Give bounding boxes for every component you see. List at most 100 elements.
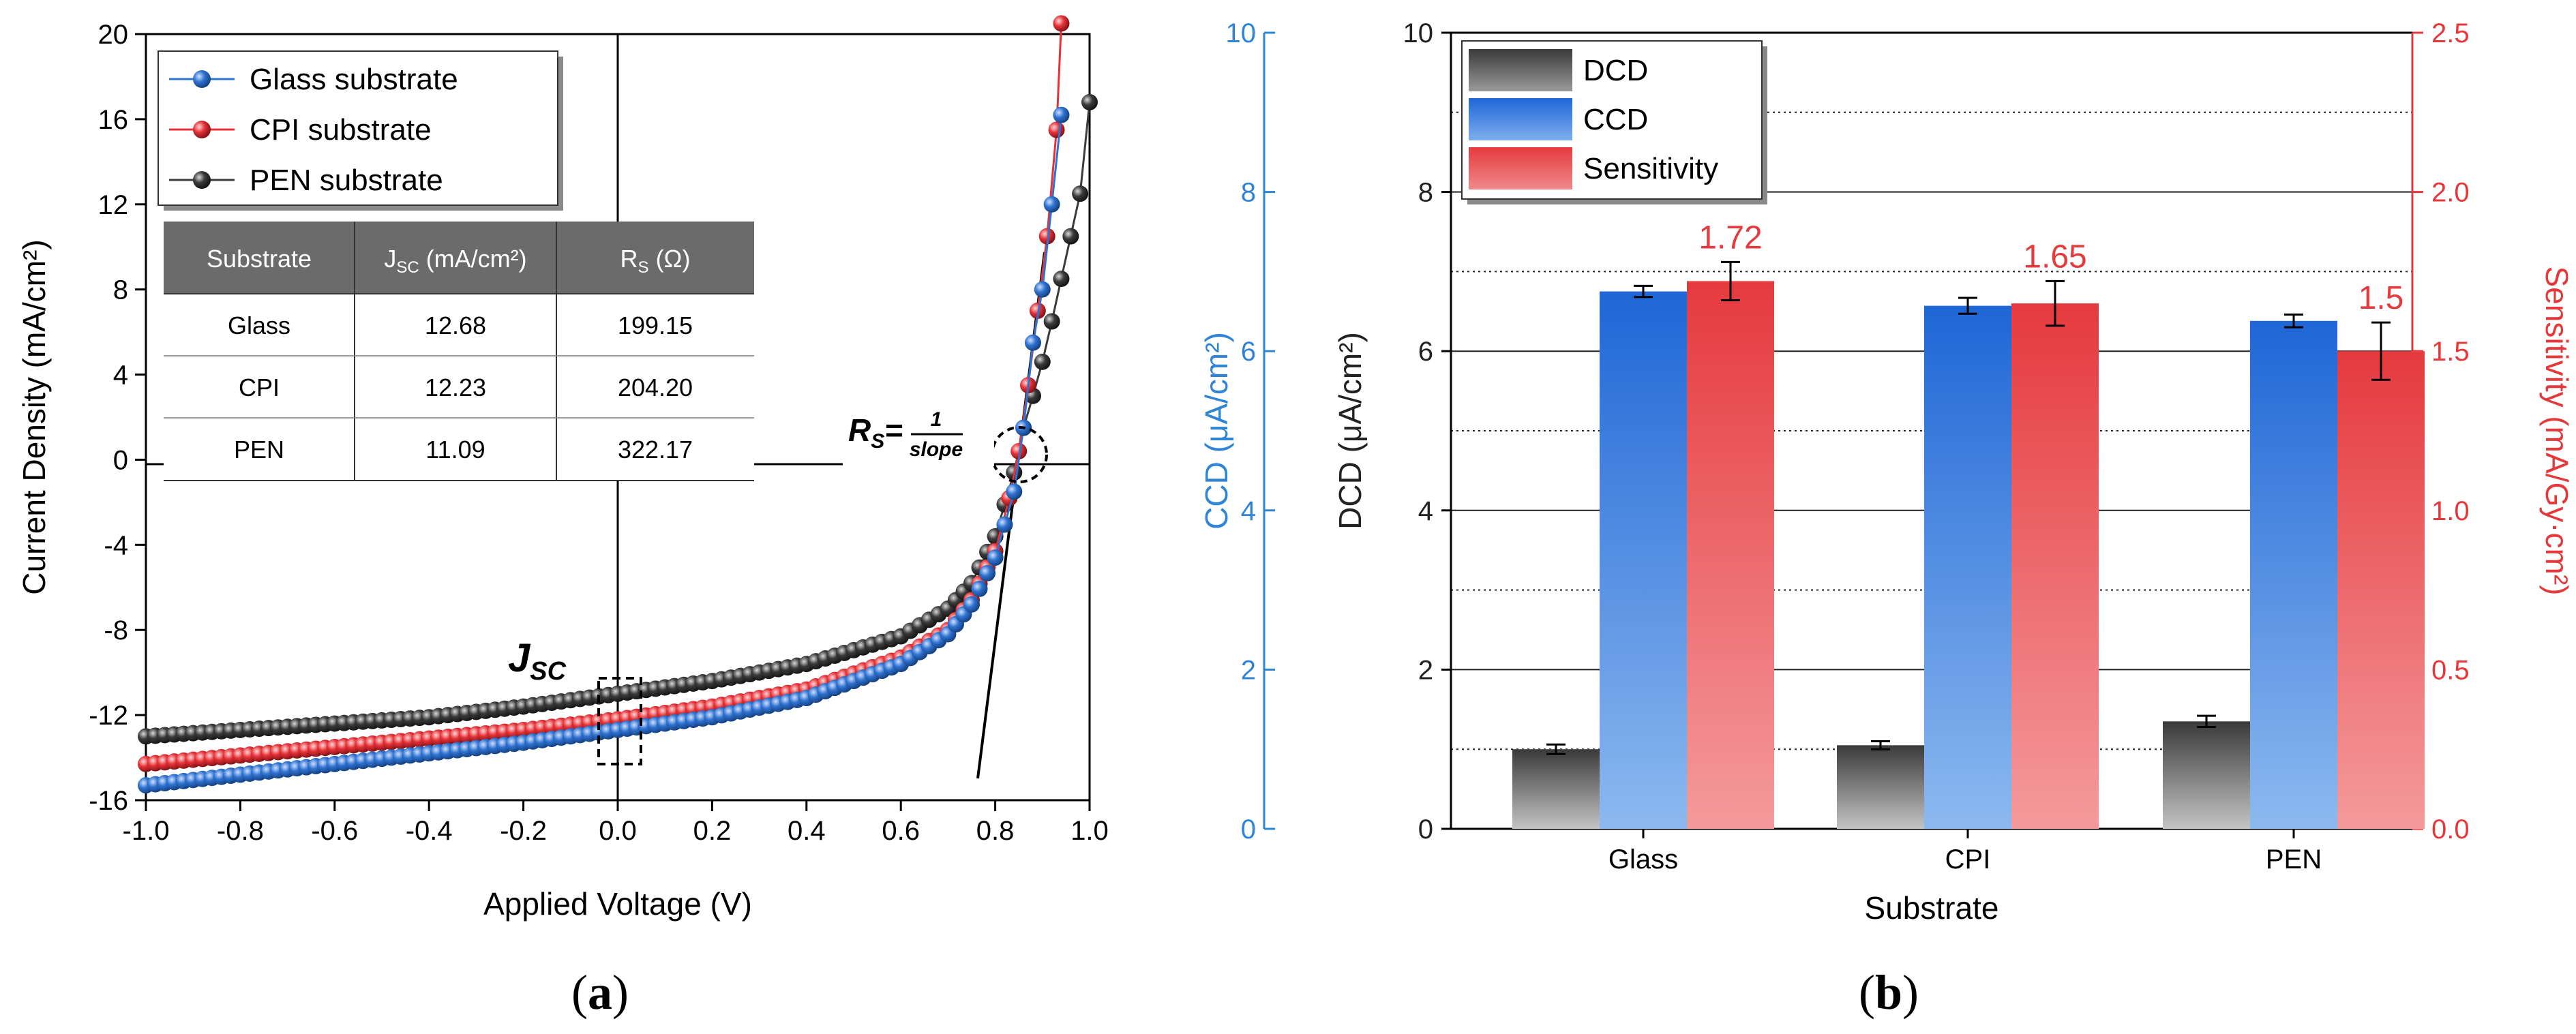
- y-tick-label: -12: [89, 701, 128, 731]
- sensitivity-axis-title: Sensitivity (mA/Gy·cm²): [2539, 267, 2575, 596]
- table-header-cell: JSC (mA/cm²): [384, 245, 526, 277]
- x-tick-label: -0.8: [217, 816, 264, 846]
- results-table: Substrate JSC (mA/cm²) RS (Ω) Glass 12.68 199…: [164, 222, 754, 481]
- legend-swatch: [1469, 147, 1572, 189]
- sensitivity-axis-ticks: 0.0 0.5 1.0 1.5 2.0 2.5: [2412, 18, 2470, 845]
- legend-swatch: [1469, 49, 1572, 91]
- table-header-row: [164, 222, 754, 294]
- data-point: [1053, 271, 1070, 288]
- data-point: [979, 564, 996, 581]
- error-bar: [1634, 284, 1653, 299]
- series-pen-substrate: [138, 93, 1098, 745]
- sensitivity-data-label: 1.5: [2358, 280, 2404, 316]
- bar-ccd: [2250, 320, 2337, 829]
- table-cell: 11.09: [425, 436, 485, 463]
- x-tick-label: -0.4: [406, 816, 453, 846]
- rs-formula: RS= 1 slope: [843, 395, 994, 466]
- table-cell: 12.68: [425, 311, 486, 339]
- legend-b: DCD CCD Sensitivity: [1461, 40, 1767, 204]
- ccd-tick-label: 8: [1241, 178, 1256, 208]
- sensitivity-tick-label: 0.0: [2431, 815, 2470, 845]
- table-cell: Glass: [228, 311, 290, 339]
- sensitivity-tick-label: 0.5: [2431, 655, 2470, 685]
- category-labels: Glass CPI PEN: [1608, 829, 2322, 875]
- ccd-tick-label: 10: [1226, 18, 1257, 48]
- data-point: [1006, 483, 1023, 500]
- x-tick-label: -0.2: [500, 816, 547, 846]
- dcd-axis-title: DCD (μA/cm²): [1332, 332, 1368, 530]
- rs-formula-denominator: slope: [910, 438, 963, 461]
- panel-b-label: (b): [1859, 965, 1919, 1020]
- table-cell: 322.17: [618, 436, 693, 463]
- legend-marker: [193, 171, 211, 189]
- bar-sensitivity: [2337, 351, 2425, 829]
- ccd-tick-label: 0: [1241, 815, 1256, 845]
- bar-dcd: [1837, 745, 1924, 829]
- dcd-axis-ticks: 0 2 4 6 8 10: [1403, 18, 1451, 845]
- tick-labels: -1.0 -0.8 -0.6 -0.4 -0.2 0.0 0.2 0.4 0.6 0.8 1.0 -1…: [89, 20, 1109, 846]
- bar-dcd: [2163, 721, 2250, 829]
- legend-label: DCD: [1583, 54, 1648, 87]
- bar-ccd: [1924, 305, 2011, 829]
- y-tick-label: 8: [113, 275, 128, 305]
- panel-a-iv-chart: -1.0 -0.8 -0.6 -0.4 -0.2 0.0 0.2 0.4 0.6 0.8 1.0 -1…: [16, 15, 1109, 1020]
- legend-label: CPI substrate: [250, 113, 432, 147]
- legend-label: PEN substrate: [250, 164, 443, 197]
- category-label: PEN: [2266, 845, 2322, 875]
- error-bar: [2284, 313, 2303, 329]
- dcd-tick-label: 0: [1418, 815, 1433, 845]
- error-bar: [1546, 743, 1566, 755]
- sensitivity-tick-label: 2.0: [2431, 178, 2470, 208]
- data-point: [1048, 121, 1065, 138]
- error-bar: [2197, 714, 2216, 728]
- x-tick-label: 0.8: [976, 816, 1015, 846]
- y-tick-label: 12: [98, 190, 129, 220]
- table-header-cell: RS (Ω): [620, 245, 691, 277]
- table-cell: 12.23: [425, 374, 486, 401]
- error-bar: [2371, 321, 2391, 381]
- x-tick-label: 0.2: [693, 816, 732, 846]
- sensitivity-data-label: 1.72: [1698, 219, 1762, 256]
- sensitivity-tick-label: 1.5: [2431, 337, 2470, 367]
- x-tick-label: 0.0: [599, 816, 637, 846]
- table-header-cell: Substrate: [207, 245, 312, 273]
- data-point: [1062, 228, 1079, 245]
- legend-item: CCD: [1469, 98, 1648, 140]
- y-tick-label: -16: [89, 786, 128, 816]
- data-point: [1043, 196, 1060, 213]
- rs-formula-numerator: 1: [931, 408, 942, 431]
- legend-label: Sensitivity: [1583, 152, 1718, 185]
- legend-marker: [193, 70, 211, 88]
- legend-swatch: [1469, 98, 1572, 140]
- dcd-tick-label: 8: [1418, 178, 1433, 208]
- data-point: [987, 549, 1004, 566]
- legend-item: Sensitivity: [1469, 147, 1718, 189]
- y-tick-label: -8: [104, 615, 128, 645]
- ccd-axis-title: CCD (μA/cm²): [1199, 332, 1234, 530]
- bar-dcd: [1512, 749, 1600, 829]
- data-point: [1024, 334, 1041, 351]
- series-glass-substrate: [138, 106, 1070, 794]
- y-tick-label: 16: [98, 105, 129, 135]
- data-point: [971, 580, 988, 597]
- ccd-tick-label: 6: [1241, 337, 1256, 367]
- panel-a-label: (a): [571, 965, 629, 1020]
- data-point: [1038, 228, 1055, 245]
- y-tick-label: 4: [113, 361, 128, 391]
- y-tick-label: -4: [104, 530, 128, 560]
- error-bar: [2046, 279, 2065, 327]
- x-tick-label: -1.0: [123, 816, 170, 846]
- sensitivity-tick-label: 2.5: [2431, 18, 2470, 48]
- y-tick-label: 0: [113, 445, 128, 475]
- bar-sensitivity: [2011, 303, 2099, 829]
- legend-item: Glass substrate: [169, 63, 458, 96]
- x-tick-label: 1.0: [1070, 816, 1109, 846]
- bar-sensitivity: [1687, 281, 1774, 829]
- dcd-tick-label: 6: [1418, 337, 1433, 367]
- bar-ccd: [1600, 291, 1687, 830]
- data-point: [1034, 353, 1051, 370]
- data-point: [1053, 15, 1070, 32]
- data-point: [996, 516, 1013, 533]
- x-axis-title-b: Substrate: [1865, 890, 1999, 926]
